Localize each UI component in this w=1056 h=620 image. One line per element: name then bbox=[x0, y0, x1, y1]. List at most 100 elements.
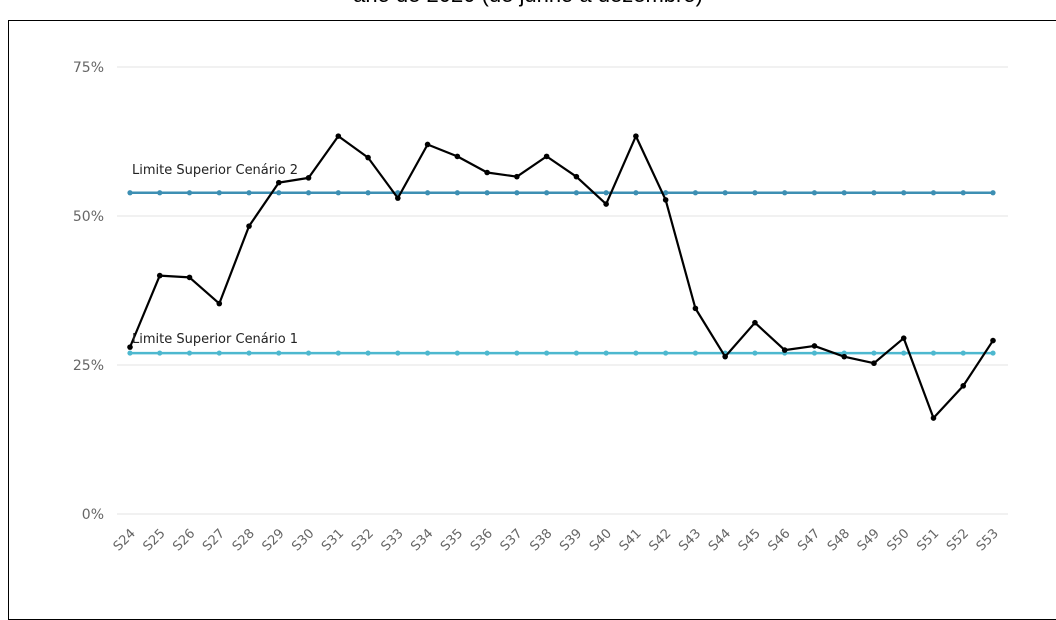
x-tick-label: S36 bbox=[468, 526, 496, 554]
annotations-group: Limite Superior Cenário 2 Limite Superior… bbox=[132, 163, 298, 347]
data-point bbox=[662, 197, 669, 203]
limit-point bbox=[722, 190, 728, 196]
data-point bbox=[275, 179, 282, 186]
limit-point bbox=[782, 190, 788, 196]
limit-point bbox=[484, 190, 490, 196]
limit-point bbox=[454, 350, 460, 356]
data-point bbox=[633, 133, 639, 139]
limit-point bbox=[246, 350, 252, 356]
limit-point bbox=[544, 350, 550, 356]
data-point bbox=[841, 353, 848, 360]
limit-point bbox=[663, 350, 669, 356]
x-tick-label: S27 bbox=[200, 526, 228, 554]
grid-lines bbox=[117, 66, 1008, 515]
limit-point bbox=[454, 190, 460, 196]
limit-point bbox=[544, 190, 550, 196]
limit-point bbox=[752, 350, 758, 356]
limit-point bbox=[960, 190, 966, 196]
data-point bbox=[424, 141, 431, 148]
limit-point bbox=[573, 350, 579, 356]
x-tick-label: S29 bbox=[259, 526, 287, 554]
x-tick-label: S32 bbox=[349, 526, 377, 554]
data-point bbox=[335, 133, 342, 139]
x-tick-label: S47 bbox=[795, 526, 823, 554]
limit-point bbox=[335, 190, 341, 196]
limit-point bbox=[216, 350, 222, 356]
y-tick-label: 0% bbox=[82, 507, 104, 523]
limit-point bbox=[871, 190, 877, 196]
limit-point bbox=[186, 190, 193, 196]
limit-point bbox=[365, 350, 371, 356]
x-tick-label: S46 bbox=[765, 526, 793, 554]
x-tick-label: S40 bbox=[587, 526, 615, 554]
data-point bbox=[811, 343, 818, 349]
x-tick-label: S50 bbox=[884, 526, 912, 554]
limit-point bbox=[573, 190, 579, 196]
limit-point bbox=[633, 350, 639, 356]
data-point bbox=[752, 319, 758, 326]
x-tick-label: S28 bbox=[230, 526, 258, 554]
data-point bbox=[186, 274, 193, 281]
limit-point bbox=[901, 350, 907, 356]
limit-point bbox=[990, 190, 996, 196]
x-tick-label: S31 bbox=[319, 526, 347, 554]
data-point bbox=[990, 337, 996, 344]
x-tick-label: S37 bbox=[498, 526, 526, 554]
limit-point bbox=[990, 350, 996, 356]
limit-point bbox=[811, 190, 818, 196]
limit-point bbox=[157, 190, 163, 196]
data-point bbox=[484, 169, 490, 176]
data-point bbox=[514, 173, 520, 180]
x-tick-label: S39 bbox=[557, 526, 585, 554]
data-point bbox=[603, 201, 609, 207]
limit-point bbox=[811, 350, 818, 356]
limit-point bbox=[305, 350, 312, 356]
x-tick-label: S49 bbox=[855, 526, 883, 554]
x-tick-label: S25 bbox=[140, 526, 168, 554]
data-point bbox=[454, 153, 461, 160]
limit-point bbox=[216, 190, 222, 196]
limit-point bbox=[424, 350, 431, 356]
chart-title: ano de 2020 (de junho a dezembro) bbox=[0, 0, 1056, 8]
annotation-limite-cenario-2: Limite Superior Cenário 2 bbox=[132, 163, 298, 178]
limit-point bbox=[157, 350, 163, 356]
data-point bbox=[573, 173, 580, 180]
data-point bbox=[722, 353, 728, 360]
data-point bbox=[871, 360, 877, 367]
limit-point bbox=[127, 190, 133, 196]
limit-point bbox=[841, 190, 847, 196]
limit-point bbox=[692, 350, 699, 356]
limit-point bbox=[663, 190, 669, 196]
x-tick-label: S53 bbox=[974, 526, 1002, 554]
x-tick-label: S44 bbox=[706, 526, 734, 554]
data-point bbox=[930, 415, 937, 421]
annotation-limite-cenario-1: Limite Superior Cenário 1 bbox=[132, 332, 298, 347]
data-point bbox=[246, 223, 252, 229]
limit-point bbox=[603, 350, 609, 356]
limit-point bbox=[930, 190, 937, 196]
x-tick-label: S51 bbox=[914, 526, 942, 554]
y-tick-label: 50% bbox=[73, 209, 104, 225]
x-tick-label: S34 bbox=[408, 526, 436, 554]
data-point bbox=[900, 335, 907, 341]
x-tick-label: S45 bbox=[736, 526, 764, 554]
x-axis: S24 S25 S26 S27 S28 S29 S30 S31 S32 S33 S34 S35 S36 S… bbox=[111, 526, 1002, 554]
limit-point bbox=[365, 190, 371, 196]
x-tick-label: S30 bbox=[289, 526, 317, 554]
limit-point bbox=[484, 350, 490, 356]
limit-point bbox=[395, 350, 401, 356]
x-tick-label: S38 bbox=[527, 526, 555, 554]
x-tick-label: S26 bbox=[170, 526, 198, 554]
limit-point bbox=[692, 190, 699, 196]
limit-point bbox=[335, 350, 341, 356]
x-tick-label: S48 bbox=[825, 526, 853, 554]
limit-point bbox=[871, 350, 877, 356]
line-chart: 0%25%50%75% S24 S25 S26 S27 S28 S29 S30 S31 S32 S… bbox=[73, 60, 1008, 554]
x-tick-label: S24 bbox=[111, 526, 139, 554]
limit-point bbox=[246, 190, 252, 196]
data-point bbox=[305, 175, 312, 181]
limit-point bbox=[514, 350, 520, 356]
data-point bbox=[960, 383, 967, 389]
series-line-main bbox=[128, 135, 994, 420]
data-point bbox=[395, 195, 401, 201]
